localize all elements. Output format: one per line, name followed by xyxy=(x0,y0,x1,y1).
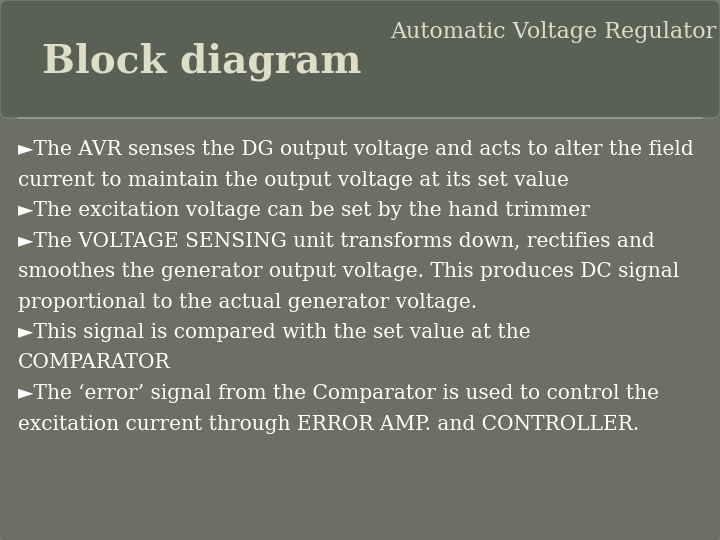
FancyBboxPatch shape xyxy=(0,0,720,118)
Text: smoothes the generator output voltage. This produces DC signal: smoothes the generator output voltage. T… xyxy=(18,262,679,281)
Text: ►The VOLTAGE SENSING unit transforms down, rectifies and: ►The VOLTAGE SENSING unit transforms dow… xyxy=(18,232,654,251)
Text: Automatic Voltage Regulator: Automatic Voltage Regulator xyxy=(390,21,716,43)
Text: ►The ‘error’ signal from the Comparator is used to control the: ►The ‘error’ signal from the Comparator … xyxy=(18,384,659,403)
Text: proportional to the actual generator voltage.: proportional to the actual generator vol… xyxy=(18,293,477,312)
Text: current to maintain the output voltage at its set value: current to maintain the output voltage a… xyxy=(18,171,569,190)
Text: ►This signal is compared with the set value at the: ►This signal is compared with the set va… xyxy=(18,323,531,342)
Text: ►The excitation voltage can be set by the hand trimmer: ►The excitation voltage can be set by th… xyxy=(18,201,590,220)
Text: Block diagram: Block diagram xyxy=(42,43,361,81)
Text: COMPARATOR: COMPARATOR xyxy=(18,354,171,373)
Text: excitation current through ERROR AMP. and CONTROLLER.: excitation current through ERROR AMP. an… xyxy=(18,415,639,434)
Text: ►The AVR senses the DG output voltage and acts to alter the field: ►The AVR senses the DG output voltage an… xyxy=(18,140,694,159)
